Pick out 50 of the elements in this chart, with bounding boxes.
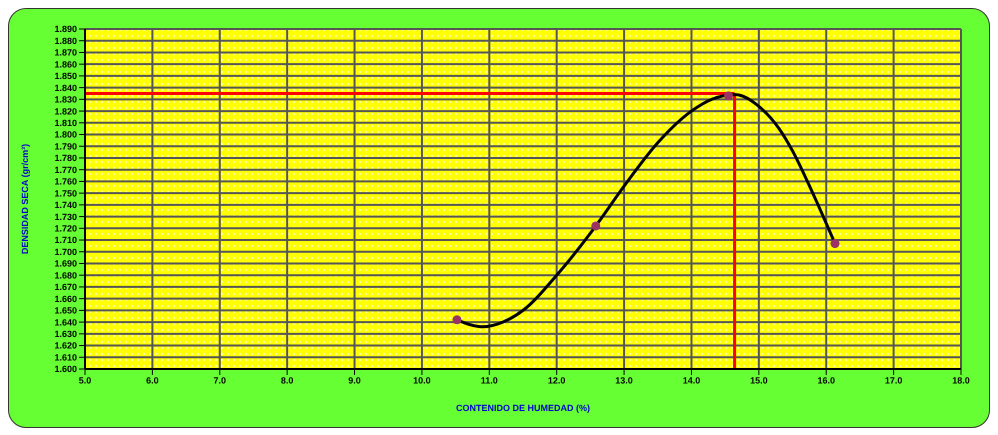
y-tick-label: 1.670 bbox=[54, 282, 77, 292]
y-tick-label: 1.650 bbox=[54, 306, 77, 316]
x-tick-label: 6.0 bbox=[146, 375, 159, 386]
y-tick-label: 1.640 bbox=[54, 317, 77, 328]
x-tick-label: 17.0 bbox=[884, 375, 902, 386]
point bbox=[724, 91, 734, 100]
y-tick-label: 1.620 bbox=[54, 340, 77, 351]
y-tick-label: 1.600 bbox=[54, 364, 77, 374]
y-tick-label: 1.760 bbox=[54, 176, 77, 187]
y-tick-label: 1.780 bbox=[54, 153, 77, 164]
y-tick-label: 1.830 bbox=[54, 94, 77, 105]
y-tick-label: 1.840 bbox=[54, 82, 77, 93]
y-tick-label: 1.770 bbox=[54, 164, 77, 175]
y-tick-label: 1.850 bbox=[54, 71, 77, 82]
x-tick-label: 9.0 bbox=[348, 375, 361, 386]
y-tick-label: 1.630 bbox=[54, 329, 77, 340]
y-tick-label: 1.890 bbox=[54, 24, 77, 34]
x-tick-label: 11.0 bbox=[480, 375, 498, 386]
y-tick-label: 1.730 bbox=[54, 212, 77, 222]
x-tick-label: 13.0 bbox=[615, 375, 633, 386]
y-tick-label: 1.800 bbox=[54, 130, 77, 140]
y-tick-label: 1.610 bbox=[54, 352, 77, 362]
y-tick-label: 1.870 bbox=[54, 48, 77, 58]
y-tick-label: 1.710 bbox=[54, 235, 77, 246]
x-tick-label: 16.0 bbox=[817, 375, 835, 386]
y-tick-label: 1.680 bbox=[54, 270, 77, 280]
x-tick-label: 10.0 bbox=[413, 375, 431, 386]
point bbox=[830, 239, 840, 248]
y-tick-label: 1.860 bbox=[54, 59, 77, 70]
y-tick-label: 1.810 bbox=[54, 118, 77, 128]
x-tick-label: 5.0 bbox=[78, 375, 92, 386]
y-axis-title: DENSIDAD SECA (gr/cm³) bbox=[20, 144, 30, 254]
y-tick-label: 1.720 bbox=[54, 224, 77, 234]
y-tick-label: 1.690 bbox=[54, 258, 77, 269]
y-tick-label: 1.750 bbox=[54, 188, 77, 198]
y-tick-label: 1.820 bbox=[54, 106, 77, 116]
x-tick-label: 18.0 bbox=[952, 375, 970, 386]
point bbox=[591, 221, 600, 230]
x-tick-label: 15.0 bbox=[750, 375, 768, 386]
x-tick-label: 12.0 bbox=[548, 375, 566, 386]
point bbox=[452, 315, 462, 324]
y-tick-label: 1.740 bbox=[54, 200, 77, 210]
x-tick-label: 7.0 bbox=[214, 375, 226, 386]
x-tick-label: 8.0 bbox=[280, 375, 294, 386]
y-tick-label: 1.880 bbox=[54, 36, 77, 46]
y-tick-label: 1.660 bbox=[54, 294, 77, 304]
y-tick-label: 1.700 bbox=[54, 246, 77, 257]
y-tick-label: 1.790 bbox=[54, 141, 77, 152]
x-tick-label: 14.0 bbox=[682, 375, 700, 386]
x-axis-title: CONTENIDO DE HUMEDAD (%) bbox=[456, 403, 590, 413]
